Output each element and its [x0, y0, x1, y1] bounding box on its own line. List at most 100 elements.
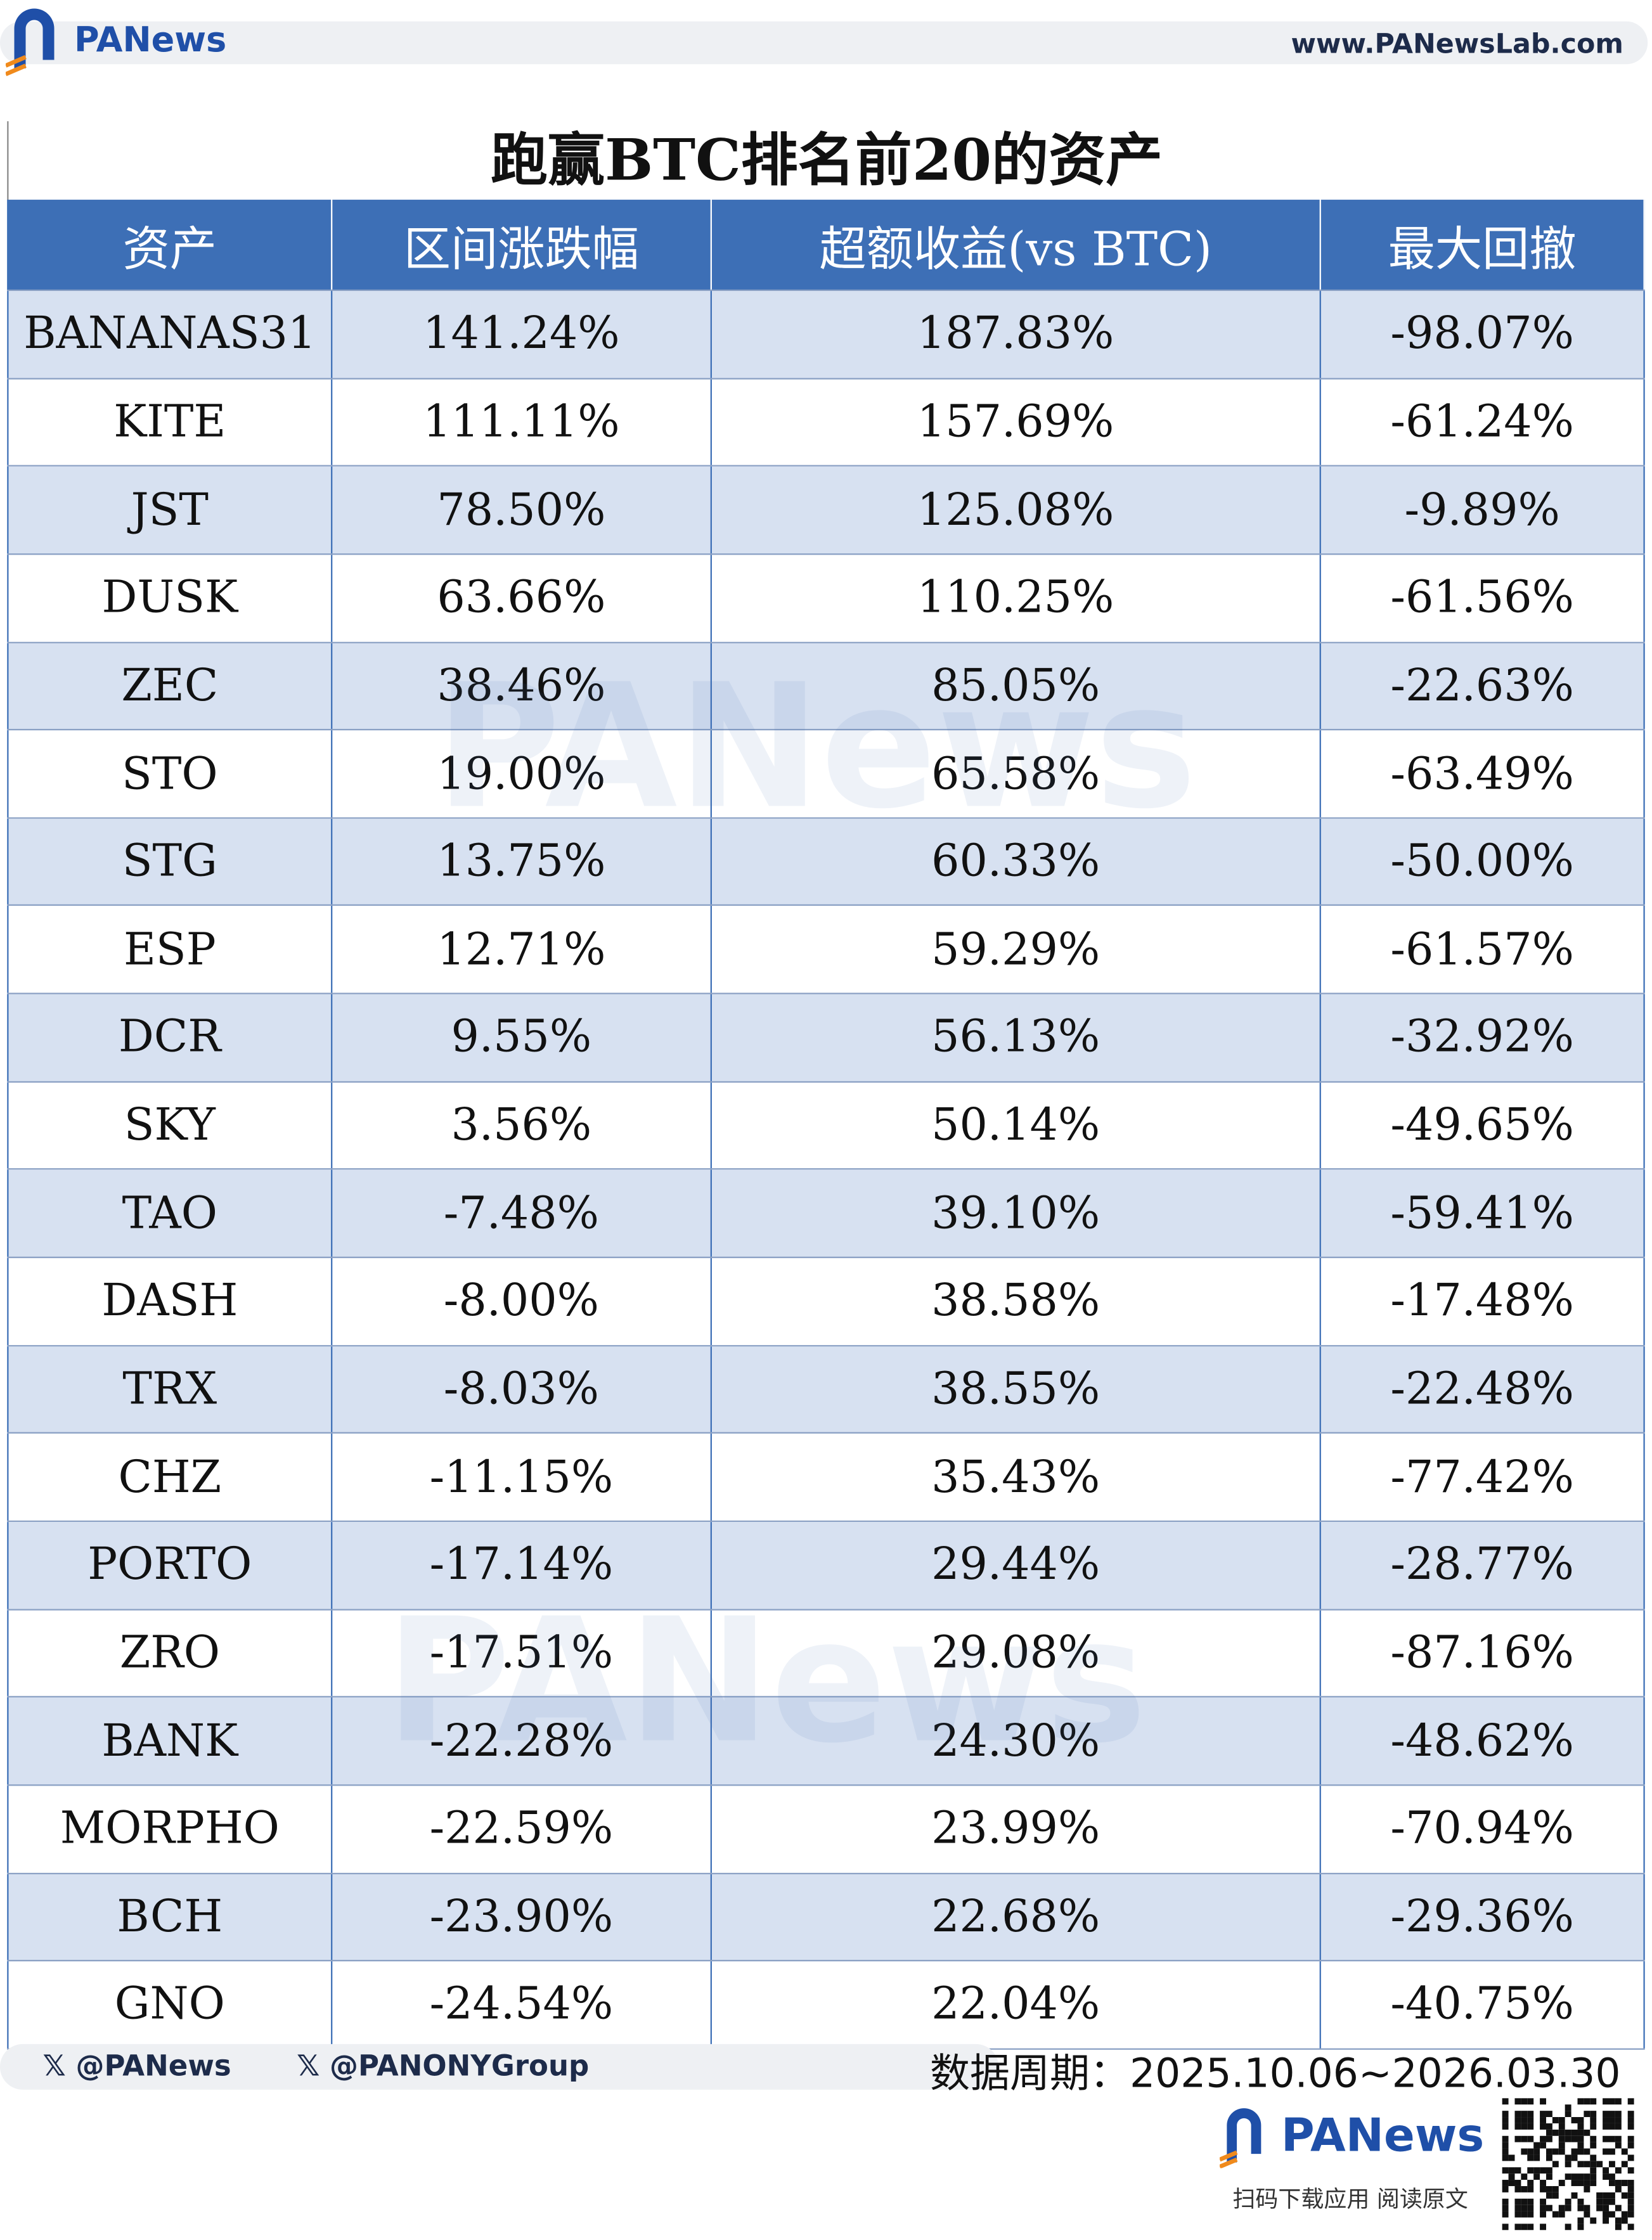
table-cell: ZEC: [7, 642, 333, 730]
table-cell: 50.14%: [712, 1082, 1321, 1169]
header-row: 资产 区间涨跌幅 超额收益(vs BTC) 最大回撤: [7, 200, 1645, 292]
table-row: TAO -7.48% 39.10% -59.41%: [7, 1170, 1645, 1258]
table-cell: STG: [7, 818, 333, 905]
table-row: BANK -22.28% 24.30% -48.62%: [7, 1697, 1645, 1786]
table-cell: 56.13%: [712, 994, 1321, 1081]
table-row: JST 78.50% 125.08% -9.89%: [7, 467, 1645, 555]
table-cell: -50.00%: [1321, 818, 1645, 905]
table-cell: -70.94%: [1321, 1786, 1645, 1872]
table-cell: -59.41%: [1321, 1170, 1645, 1257]
table-title: 跑赢BTC排名前20的资产: [7, 121, 1644, 200]
table-cell: 111.11%: [332, 378, 712, 466]
column-header: 最大回撤: [1321, 200, 1645, 290]
handle-text: @PANews: [75, 2048, 231, 2083]
table-cell: MORPHO: [7, 1786, 333, 1872]
table-row: MORPHO -22.59% 23.99% -70.94%: [7, 1786, 1645, 1874]
table-cell: 22.68%: [712, 1873, 1321, 1960]
table-cell: DASH: [7, 1258, 333, 1345]
table-cell: -61.57%: [1321, 906, 1645, 993]
table-cell: -17.48%: [1321, 1258, 1645, 1345]
table-cell: -22.59%: [332, 1786, 712, 1872]
table-cell: -40.75%: [1321, 1961, 1645, 2049]
table-cell: -49.65%: [1321, 1082, 1645, 1169]
table-cell: 12.71%: [332, 906, 712, 993]
table-cell: TAO: [7, 1170, 333, 1257]
table-cell: 3.56%: [332, 1082, 712, 1169]
table-cell: -22.28%: [332, 1697, 712, 1785]
column-header: 超额收益(vs BTC): [712, 200, 1321, 290]
table-row: PORTO -17.14% 29.44% -28.77%: [7, 1522, 1645, 1610]
table-row: DCR 9.55% 56.13% -32.92%: [7, 994, 1645, 1083]
table-cell: 9.55%: [332, 994, 712, 1081]
table-cell: 110.25%: [712, 555, 1321, 641]
table-cell: -17.51%: [332, 1609, 712, 1697]
table-row: BANANAS31 141.24% 187.83% -98.07%: [7, 291, 1645, 379]
table-cell: 85.05%: [712, 642, 1321, 730]
table-cell: BANK: [7, 1697, 333, 1785]
table-cell: -22.63%: [1321, 642, 1645, 730]
table-cell: 63.66%: [332, 555, 712, 641]
table-row: GNO -24.54% 22.04% -40.75%: [7, 1961, 1645, 2050]
table-cell: 29.44%: [712, 1522, 1321, 1609]
table-cell: CHZ: [7, 1434, 333, 1521]
table-cell: DCR: [7, 994, 333, 1081]
qr-code: [1502, 2098, 1634, 2230]
logo-icon: [1220, 2108, 1262, 2168]
table-cell: -11.15%: [332, 1434, 712, 1521]
table-cell: -77.42%: [1321, 1434, 1645, 1521]
table-cell: 24.30%: [712, 1697, 1321, 1785]
table-cell: -24.54%: [332, 1961, 712, 2049]
table-cell: TRX: [7, 1346, 333, 1433]
table-row: STO 19.00% 65.58% -63.49%: [7, 730, 1645, 819]
table-cell: 59.29%: [712, 906, 1321, 993]
table-cell: -48.62%: [1321, 1697, 1645, 1785]
table-cell: JST: [7, 467, 333, 553]
table-cell: DUSK: [7, 555, 333, 641]
table-cell: -63.49%: [1321, 730, 1645, 818]
table-cell: -8.03%: [332, 1346, 712, 1433]
table-cell: 23.99%: [712, 1786, 1321, 1872]
header-logo: PANews: [74, 20, 227, 60]
table-cell: PORTO: [7, 1522, 333, 1609]
table-cell: 187.83%: [712, 291, 1321, 378]
table-cell: ESP: [7, 906, 333, 993]
table-row: ZEC 38.46% 85.05% -22.63%: [7, 642, 1645, 731]
table-cell: 78.50%: [332, 467, 712, 553]
table-cell: GNO: [7, 1961, 333, 2049]
table-cell: -22.48%: [1321, 1346, 1645, 1433]
table-cell: ZRO: [7, 1609, 333, 1697]
table-row: BCH -23.90% 22.68% -29.36%: [7, 1873, 1645, 1962]
table-row: TRX -8.03% 38.55% -22.48%: [7, 1346, 1645, 1434]
table-cell: -9.89%: [1321, 467, 1645, 553]
table-cell: BANANAS31: [7, 291, 333, 378]
table-cell: -32.92%: [1321, 994, 1645, 1081]
table-row: ZRO -17.51% 29.08% -87.16%: [7, 1609, 1645, 1698]
table-cell: 157.69%: [712, 378, 1321, 466]
footer-bar: [0, 2044, 999, 2090]
table-row: STG 13.75% 60.33% -50.00%: [7, 818, 1645, 907]
table-row: KITE 111.11% 157.69% -61.24%: [7, 378, 1645, 467]
table-cell: KITE: [7, 378, 333, 466]
table-cell: -29.36%: [1321, 1873, 1645, 1960]
table-cell: 29.08%: [712, 1609, 1321, 1697]
table-cell: 65.58%: [712, 730, 1321, 818]
handle-text: @PANONYGroup: [330, 2048, 590, 2083]
table-cell: 13.75%: [332, 818, 712, 905]
table-cell: 60.33%: [712, 818, 1321, 905]
table-cell: 125.08%: [712, 467, 1321, 553]
table-cell: -28.77%: [1321, 1522, 1645, 1609]
table-cell: SKY: [7, 1082, 333, 1169]
table-cell: -98.07%: [1321, 291, 1645, 378]
table-cell: 19.00%: [332, 730, 712, 818]
table-cell: -61.24%: [1321, 378, 1645, 466]
header-url: www.PANewsLab.com: [1291, 29, 1623, 60]
table-row: SKY 3.56% 50.14% -49.65%: [7, 1082, 1645, 1171]
table-cell: 141.24%: [332, 291, 712, 378]
table-cell: -23.90%: [332, 1873, 712, 1960]
column-header: 资产: [7, 200, 333, 290]
table-cell: BCH: [7, 1873, 333, 1960]
table-cell: -17.14%: [332, 1522, 712, 1609]
handle: 𝕏 @PANews: [42, 2048, 231, 2083]
table-cell: 38.55%: [712, 1346, 1321, 1433]
